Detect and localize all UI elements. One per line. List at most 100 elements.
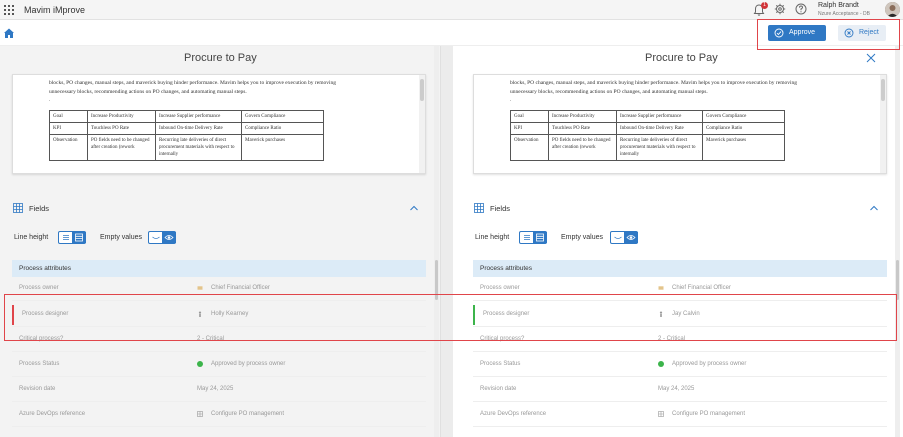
left-doc-line-1: blocks, PO changes, manual steps, and ma… bbox=[49, 80, 336, 86]
process-attributes-header: Process attributes bbox=[12, 260, 426, 277]
table-cell: Goal bbox=[510, 110, 549, 123]
right-document-preview: blocks, PO changes, manual steps, and ma… bbox=[473, 74, 887, 174]
table-row: Observation PO fields need to be changed… bbox=[49, 134, 324, 161]
table-cell: Recurring late deliveries of direct proc… bbox=[616, 134, 703, 161]
home-icon[interactable] bbox=[3, 27, 15, 39]
table-row: Azure DevOps reference Configure PO mana… bbox=[12, 403, 426, 427]
table-cell: Inbound On-time Delivery Rate bbox=[155, 122, 242, 135]
table-cell: Govern Compliance bbox=[702, 110, 785, 123]
right-scroll-thumb[interactable] bbox=[896, 260, 899, 300]
app-launcher-icon[interactable] bbox=[4, 5, 14, 15]
table-cell: Goal bbox=[49, 110, 88, 123]
expanded-lines-icon bbox=[75, 233, 83, 242]
attr-value: Approved by process owner bbox=[672, 361, 747, 367]
panel-divider[interactable] bbox=[440, 46, 453, 437]
table-row-changed: Process designer Jay Calvin bbox=[473, 303, 887, 327]
line-height-expanded-option[interactable] bbox=[533, 232, 547, 243]
attr-label: Process owner bbox=[19, 285, 59, 291]
table-cell: Observation bbox=[49, 134, 88, 161]
attr-label: Revision date bbox=[480, 386, 517, 392]
reject-button[interactable]: Reject bbox=[838, 25, 886, 41]
compact-lines-icon bbox=[63, 235, 69, 240]
top-bar: Mavim iMprove 1 Ralph Brandt Nzure Accep… bbox=[0, 0, 903, 20]
table-cell: Increase Productivity bbox=[87, 110, 156, 123]
fields-label: Fields bbox=[490, 204, 511, 213]
left-doc-table: Goal Increase Productivity Increase Supp… bbox=[49, 110, 324, 161]
close-icon[interactable] bbox=[865, 52, 877, 64]
close-circle-icon bbox=[844, 28, 854, 38]
table-row: Goal Increase Productivity Increase Supp… bbox=[510, 110, 785, 123]
line-height-compact-option[interactable] bbox=[520, 232, 534, 243]
attr-label: Process Status bbox=[480, 361, 521, 367]
notification-badge: 1 bbox=[761, 2, 768, 9]
fields-label: Fields bbox=[29, 204, 50, 213]
table-row: Revision date May 24, 2025 bbox=[473, 378, 887, 402]
empty-values-toggle[interactable] bbox=[610, 231, 638, 244]
line-height-expanded-option[interactable] bbox=[72, 232, 86, 243]
compact-lines-icon bbox=[524, 235, 530, 240]
hide-empty-option[interactable] bbox=[149, 232, 163, 243]
help-icon[interactable] bbox=[795, 3, 807, 15]
attr-label: Azure DevOps reference bbox=[19, 411, 86, 417]
right-doc-scrollbar[interactable] bbox=[880, 75, 886, 173]
right-compare-panel: Procure to Pay blocks, PO changes, manua… bbox=[453, 46, 903, 437]
attr-value: May 24, 2025 bbox=[658, 386, 695, 392]
table-cell: Maverick purchases bbox=[241, 134, 324, 161]
table-row: Process Status Approved by process owner bbox=[473, 353, 887, 377]
table-row: Process owner Chief Financial Officer bbox=[12, 277, 426, 301]
left-panel-scrollbar[interactable] bbox=[434, 46, 439, 437]
attr-label: Critical process? bbox=[19, 336, 64, 342]
attr-label: Process owner bbox=[480, 285, 520, 291]
show-empty-option[interactable] bbox=[162, 232, 176, 243]
table-cell: Compliance Ratio bbox=[702, 122, 785, 135]
table-cell: Inbound On-time Delivery Rate bbox=[616, 122, 703, 135]
table-row: Revision date May 24, 2025 bbox=[12, 378, 426, 402]
right-doc-line-1: blocks, PO changes, manual steps, and ma… bbox=[510, 80, 797, 86]
removed-marker bbox=[12, 305, 14, 325]
attr-value: 2 - Critical bbox=[197, 336, 225, 342]
left-scroll-thumb[interactable] bbox=[435, 260, 438, 300]
table-row: KPI Touchless PO Rate Inbound On-time De… bbox=[49, 122, 324, 135]
approve-button[interactable]: Approve bbox=[768, 25, 826, 41]
right-doc-table: Goal Increase Productivity Increase Supp… bbox=[510, 110, 785, 161]
attr-value: Chief Financial Officer bbox=[672, 285, 731, 291]
user-name: Ralph Brandt bbox=[818, 2, 859, 9]
left-doc-text: blocks, PO changes, manual steps, and ma… bbox=[49, 79, 336, 97]
app-title: Mavim iMprove bbox=[24, 5, 86, 15]
action-toolbar bbox=[0, 20, 903, 46]
table-cell: KPI bbox=[49, 122, 88, 135]
show-empty-option[interactable] bbox=[624, 232, 638, 243]
line-height-label: Line height bbox=[475, 234, 510, 241]
left-doc-scrollbar[interactable] bbox=[419, 75, 425, 173]
table-row: Goal Increase Productivity Increase Supp… bbox=[49, 110, 324, 123]
hide-empty-option[interactable] bbox=[611, 232, 625, 243]
chevron-up-icon[interactable] bbox=[409, 204, 419, 212]
line-height-compact-option[interactable] bbox=[59, 232, 73, 243]
empty-values-toggle[interactable] bbox=[148, 231, 176, 244]
reject-label: Reject bbox=[859, 29, 879, 36]
right-doc-scroll-thumb[interactable] bbox=[881, 79, 885, 101]
chevron-up-icon[interactable] bbox=[869, 204, 879, 212]
table-row: KPI Touchless PO Rate Inbound On-time De… bbox=[510, 122, 785, 135]
approve-label: Approve bbox=[789, 29, 816, 36]
table-row: Azure DevOps reference Configure PO mana… bbox=[473, 403, 887, 427]
eye-closed-icon bbox=[152, 236, 160, 239]
attr-label: Process designer bbox=[22, 311, 69, 317]
attr-value: Jay Calvin bbox=[672, 311, 700, 317]
right-panel-scrollbar[interactable] bbox=[895, 46, 900, 437]
attr-value: Holly Kearney bbox=[211, 311, 249, 317]
table-cell: KPI bbox=[510, 122, 549, 135]
attr-value: May 24, 2025 bbox=[197, 386, 234, 392]
right-panel-title: Procure to Pay bbox=[645, 52, 718, 64]
left-doc-scroll-thumb[interactable] bbox=[420, 79, 424, 101]
avatar[interactable] bbox=[885, 2, 900, 17]
table-cell: Increase Productivity bbox=[548, 110, 617, 123]
table-cell: PO fields need to be changed after creat… bbox=[548, 134, 617, 161]
left-doc-dot: . bbox=[49, 98, 51, 103]
right-doc-text: blocks, PO changes, manual steps, and ma… bbox=[510, 79, 797, 97]
table-cell: Govern Compliance bbox=[241, 110, 324, 123]
line-height-toggle[interactable] bbox=[519, 231, 547, 244]
line-height-toggle[interactable] bbox=[58, 231, 86, 244]
left-doc-line-2: unnecessary blocks, recommending actions… bbox=[49, 89, 247, 95]
gear-icon[interactable] bbox=[774, 3, 786, 15]
